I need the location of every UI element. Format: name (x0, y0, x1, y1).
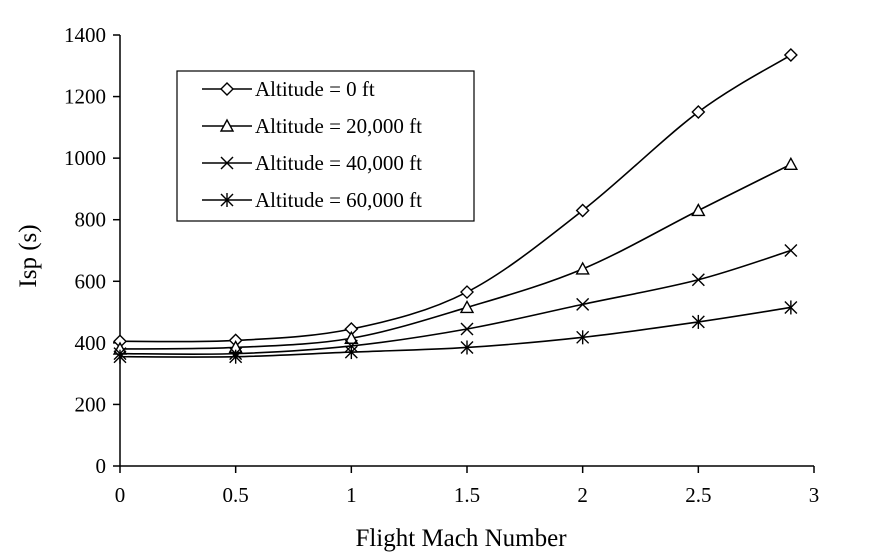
x-marker (784, 244, 798, 257)
asterisk-marker (784, 300, 798, 315)
plot-area: 0 200 400 600 800 1000 1200 1400 0 0.5 1 1.5 2 2.5 3 (64, 23, 819, 507)
asterisk-marker (460, 340, 474, 355)
y-tick-label: 400 (75, 331, 107, 355)
y-tick-label: 200 (75, 392, 107, 416)
legend-label: Altitude = 0 ft (255, 77, 375, 101)
y-tick-label: 800 (75, 208, 107, 232)
x-tick-label: 2.5 (685, 483, 711, 507)
legend-label: Altitude = 20,000 ft (255, 114, 422, 138)
x-marker (460, 322, 474, 336)
asterisk-marker (691, 314, 705, 329)
diamond-marker (783, 48, 798, 63)
y-tick-label: 600 (75, 269, 107, 293)
series-line (119, 249, 792, 355)
x-marker (691, 273, 705, 287)
asterisk-marker (344, 345, 358, 360)
x-marker (576, 297, 590, 311)
diamond-marker (575, 203, 590, 218)
legend-item: Altitude = 60,000 ft (202, 188, 422, 212)
y-tick-label: 1200 (64, 85, 106, 109)
legend: Altitude = 0 ft Altitude = 20,000 ft Altit… (176, 70, 475, 222)
series-asterisk (113, 300, 798, 364)
x-tick-label: 0 (115, 483, 126, 507)
x-tick-label: 2 (577, 483, 588, 507)
y-tick-label: 1400 (64, 23, 106, 47)
series-layer (112, 48, 799, 364)
y-ticks: 0 200 400 600 800 1000 1200 1400 (64, 23, 120, 478)
triangle-marker (459, 299, 475, 314)
triangle-marker (344, 330, 359, 344)
legend-items: Altitude = 0 ft Altitude = 20,000 ft Altit… (202, 77, 422, 212)
diamond-marker (691, 104, 706, 119)
series-line (119, 306, 791, 358)
x-tick-label: 0.5 (223, 483, 249, 507)
legend-item: Altitude = 20,000 ft (202, 114, 422, 138)
asterisk-marker (229, 349, 243, 364)
y-axis-title: Isp (s) (15, 224, 42, 287)
asterisk-marker (576, 330, 590, 345)
legend-item: Altitude = 0 ft (202, 77, 375, 101)
y-tick-label: 1000 (64, 146, 106, 170)
diamond-marker (220, 82, 234, 96)
asterisk-marker (113, 349, 127, 364)
x-tick-label: 3 (809, 483, 820, 507)
y-tick-label: 0 (96, 454, 107, 478)
triangle-marker (575, 261, 590, 275)
triangle-marker (219, 118, 235, 132)
series-x (113, 244, 798, 361)
x-marker (220, 156, 234, 170)
legend-label: Altitude = 60,000 ft (255, 188, 422, 212)
legend-item: Altitude = 40,000 ft (202, 151, 422, 175)
triangle-marker (783, 156, 799, 171)
x-tick-label: 1 (346, 483, 357, 507)
legend-label: Altitude = 40,000 ft (255, 151, 422, 175)
x-ticks: 0 0.5 1 1.5 2 2.5 3 (115, 466, 820, 507)
asterisk-marker (220, 193, 234, 207)
triangle-marker (691, 203, 706, 217)
diamond-marker (460, 285, 474, 300)
x-axis-title: Flight Mach Number (355, 525, 567, 552)
x-tick-label: 1.5 (454, 483, 480, 507)
